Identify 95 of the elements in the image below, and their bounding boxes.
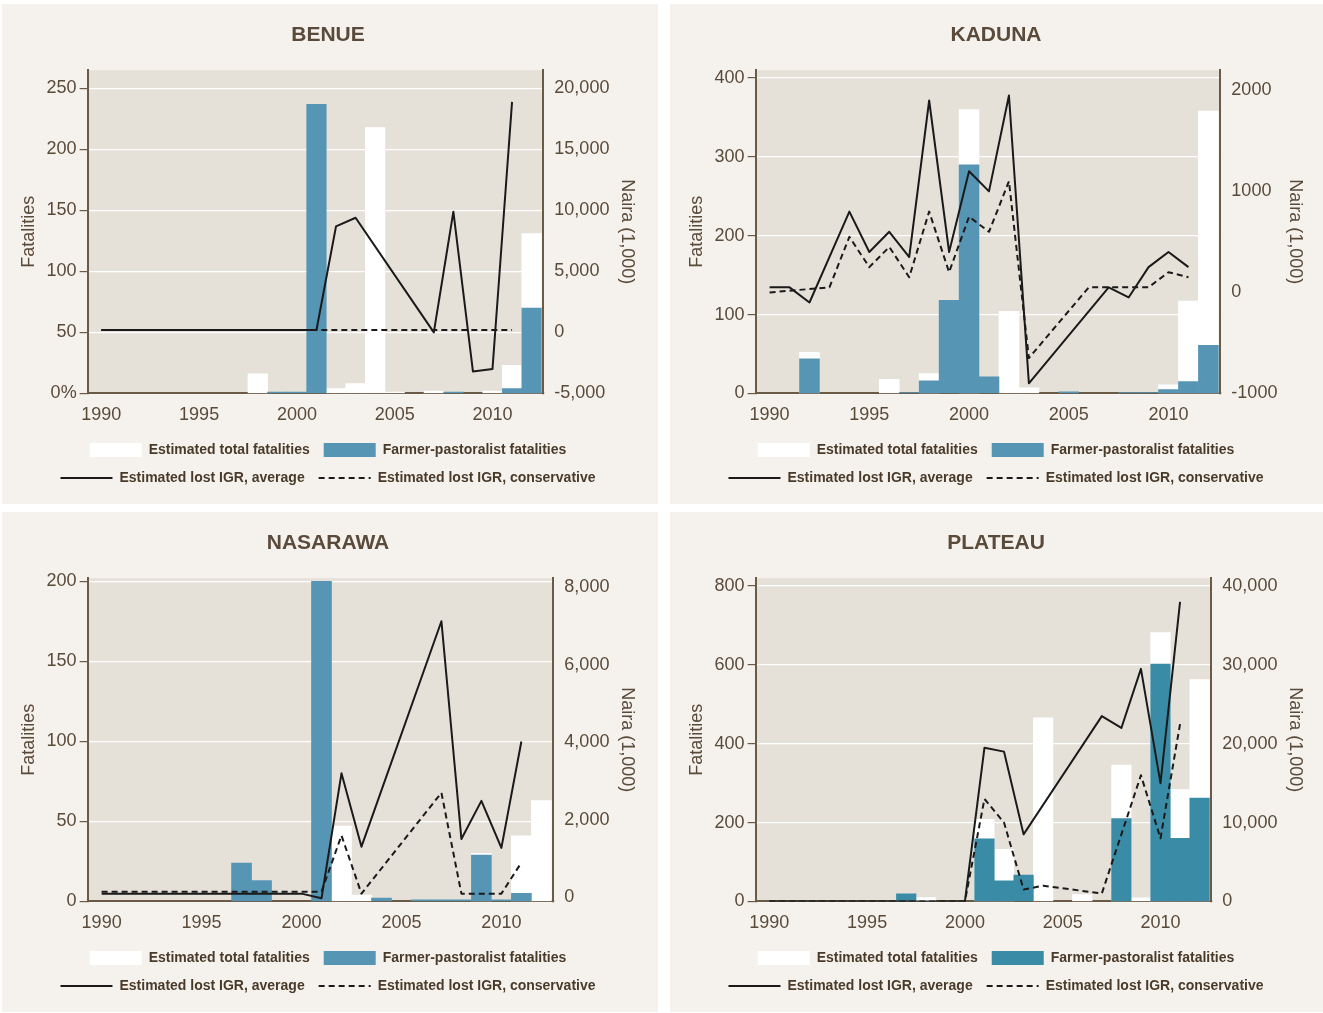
y-tick-label: 400 bbox=[714, 732, 745, 753]
y-tick-label: 800 bbox=[714, 575, 745, 596]
legend-label: Farmer-pastoralist fatalities bbox=[382, 948, 567, 965]
x-tick-label: 2000 bbox=[276, 404, 317, 425]
legend-label: Estimated total fatalities bbox=[148, 948, 310, 965]
y2-axis-title: Naira (1,000) bbox=[1286, 179, 1307, 285]
y-axis-title: Fatalities bbox=[685, 195, 706, 268]
x-tick-label: 2005 bbox=[1048, 404, 1089, 425]
x-tick-label: 2000 bbox=[944, 912, 985, 933]
bar bbox=[1111, 818, 1132, 902]
bar bbox=[311, 581, 332, 902]
y-tick-label: 150 bbox=[46, 199, 77, 220]
y2-tick-label: 15,000 bbox=[554, 138, 610, 159]
chart-title: PLATEAU bbox=[947, 530, 1045, 554]
y-tick-label: 150 bbox=[46, 650, 77, 671]
y-axis-title: Fatalities bbox=[17, 703, 38, 776]
y2-tick-label: 0 bbox=[1222, 890, 1233, 911]
bar bbox=[1072, 894, 1093, 902]
bar bbox=[247, 373, 268, 394]
y2-tick-label: 20,000 bbox=[1222, 732, 1278, 753]
y2-tick-label: 8,000 bbox=[564, 576, 610, 597]
x-tick-label: 1995 bbox=[849, 404, 890, 425]
bar bbox=[878, 378, 900, 394]
x-tick-label: 2005 bbox=[1042, 912, 1083, 933]
legend-label: Estimated lost IGR, average bbox=[119, 468, 305, 485]
x-tick-label: 2010 bbox=[481, 912, 522, 933]
y-tick-label: 100 bbox=[46, 260, 77, 281]
y-axis-title: Fatalities bbox=[685, 703, 706, 776]
legend-label: Estimated lost IGR, conservative bbox=[377, 976, 596, 993]
legend-label: Estimated lost IGR, conservative bbox=[1045, 468, 1264, 485]
x-tick-label: 1990 bbox=[749, 912, 790, 933]
y-tick-label: 300 bbox=[714, 145, 745, 166]
y2-tick-label: 1000 bbox=[1231, 180, 1272, 201]
legend-label: Estimated lost IGR, conservative bbox=[1045, 976, 1264, 993]
y2-tick-label: 40,000 bbox=[1222, 575, 1278, 596]
chart-title: BENUE bbox=[291, 22, 365, 46]
legend-label: Estimated lost IGR, average bbox=[787, 976, 973, 993]
x-tick-label: 1990 bbox=[81, 912, 122, 933]
x-tick-label: 2005 bbox=[381, 912, 422, 933]
x-tick-label: 2000 bbox=[281, 912, 322, 933]
y-tick-label: 200 bbox=[714, 224, 745, 245]
y-tick-label: 0 bbox=[734, 382, 745, 403]
y2-axis-title: Naira (1,000) bbox=[618, 179, 639, 285]
x-tick-label: 1990 bbox=[749, 404, 790, 425]
x-tick-label: 1995 bbox=[179, 404, 220, 425]
y-tick-label: 200 bbox=[46, 570, 77, 591]
y-tick-label: 50 bbox=[56, 810, 77, 831]
legend-label: Estimated total fatalities bbox=[816, 948, 978, 965]
x-tick-label: 1995 bbox=[847, 912, 888, 933]
y-tick-label: 200 bbox=[714, 811, 745, 832]
y2-tick-label: -1000 bbox=[1231, 382, 1278, 403]
y2-axis-title: Naira (1,000) bbox=[618, 687, 639, 793]
y-axis-title: Fatalities bbox=[17, 195, 38, 268]
y-tick-label: 600 bbox=[714, 653, 745, 674]
y2-tick-label: 20,000 bbox=[554, 77, 610, 98]
legend-label: Estimated lost IGR, average bbox=[119, 976, 305, 993]
y-tick-label: 400 bbox=[714, 67, 745, 88]
y-tick-label: 0% bbox=[50, 382, 77, 403]
y-tick-label: 200 bbox=[46, 138, 77, 159]
y2-tick-label: 0 bbox=[1231, 281, 1242, 302]
y2-tick-label: 4,000 bbox=[564, 731, 610, 752]
y2-tick-label: 2000 bbox=[1231, 79, 1272, 100]
y2-tick-label: 2,000 bbox=[564, 808, 610, 829]
y2-tick-label: 6,000 bbox=[564, 653, 610, 674]
x-tick-label: 1995 bbox=[181, 912, 222, 933]
y2-tick-label: 10,000 bbox=[1222, 811, 1278, 832]
x-tick-label: 2010 bbox=[1148, 404, 1189, 425]
legend-label: Estimated lost IGR, conservative bbox=[377, 468, 596, 485]
chart-title: KADUNA bbox=[950, 22, 1042, 46]
y-tick-label: 50 bbox=[56, 321, 77, 342]
y2-tick-label: 30,000 bbox=[1222, 653, 1278, 674]
y2-tick-label: 0 bbox=[564, 886, 575, 907]
bar bbox=[371, 897, 392, 902]
y-tick-label: 100 bbox=[46, 730, 77, 751]
y2-tick-label: -5,000 bbox=[554, 382, 606, 403]
y-tick-label: 100 bbox=[714, 303, 745, 324]
legend-label: Farmer-pastoralist fatalities bbox=[1050, 948, 1235, 965]
x-tick-label: 2000 bbox=[949, 404, 990, 425]
y-tick-label: 250 bbox=[46, 77, 77, 98]
legend-label: Estimated total fatalities bbox=[816, 440, 978, 457]
y2-axis-title: Naira (1,000) bbox=[1286, 687, 1307, 793]
legend-label: Farmer-pastoralist fatalities bbox=[382, 440, 567, 457]
y-tick-label: 0 bbox=[66, 890, 77, 911]
y2-tick-label: 5,000 bbox=[554, 260, 600, 281]
chart-title: NASARAWA bbox=[266, 530, 390, 554]
x-tick-label: 2010 bbox=[472, 404, 513, 425]
x-tick-label: 1990 bbox=[81, 404, 122, 425]
legend-label: Estimated lost IGR, average bbox=[787, 468, 973, 485]
x-tick-label: 2005 bbox=[374, 404, 415, 425]
y2-tick-label: 0 bbox=[554, 321, 565, 342]
legend-label: Estimated total fatalities bbox=[148, 440, 310, 457]
legend-label: Farmer-pastoralist fatalities bbox=[1050, 440, 1235, 457]
y-tick-label: 0 bbox=[734, 890, 745, 911]
y2-tick-label: 10,000 bbox=[554, 199, 610, 220]
x-tick-label: 2010 bbox=[1140, 912, 1181, 933]
